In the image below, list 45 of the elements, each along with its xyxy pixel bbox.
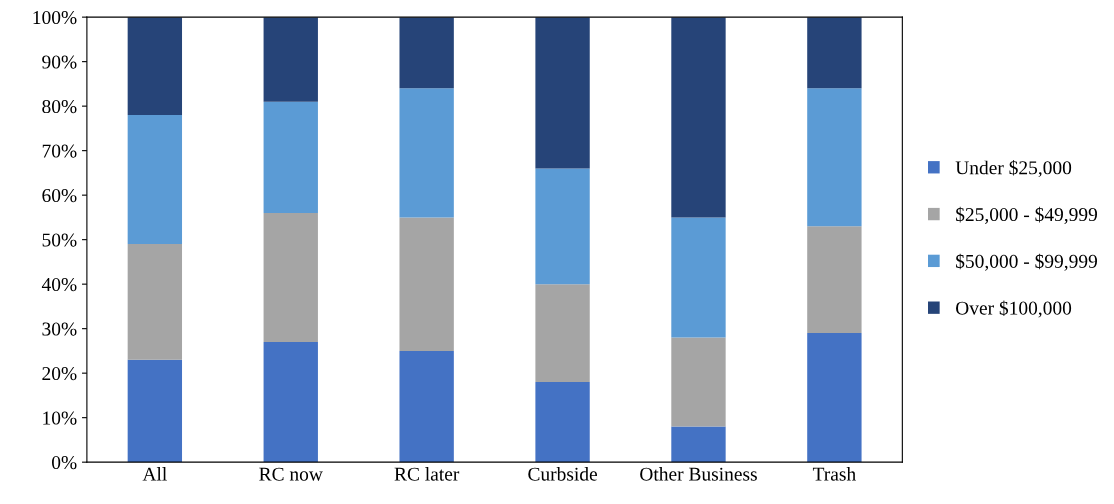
bar [399, 17, 454, 89]
y-tick-label: 20% [42, 366, 77, 381]
bar [807, 226, 862, 334]
y-tick-label: 40% [41, 277, 77, 292]
bar [671, 426, 726, 463]
bar [263, 212, 318, 343]
y-tick-label: 70% [42, 144, 77, 158]
x-tick-label: Trash [812, 467, 856, 481]
x-tick-label: Other Business [640, 467, 757, 481]
bar [399, 350, 454, 463]
legend-label: $25,000 - $49,999 [956, 206, 1098, 224]
legend-label: Over $100,000 [956, 300, 1072, 318]
bar [671, 337, 726, 427]
y-tick-label: 50% [42, 233, 77, 247]
bar [263, 17, 318, 102]
y-tick-label: 90% [42, 55, 77, 69]
x-tick-label: Curbside [528, 467, 597, 481]
bar [671, 217, 726, 338]
bar [807, 333, 862, 463]
bar [535, 168, 590, 285]
y-tick-label: 10% [43, 411, 77, 425]
y-tick-label: 80% [42, 99, 77, 114]
bar [399, 88, 454, 218]
legend-label: $50,000 - $99,999 [956, 253, 1098, 271]
y-tick-label: 60% [42, 188, 77, 203]
y-tick-label: 30% [42, 322, 77, 336]
bar [127, 244, 183, 360]
bar [807, 17, 862, 89]
y-tick-label: 0% [51, 455, 77, 470]
bar [535, 382, 590, 463]
legend-label: Under $25,000 [955, 160, 1072, 178]
bar [535, 17, 590, 169]
bar [127, 17, 183, 116]
bar [399, 217, 454, 351]
bar [671, 17, 726, 218]
x-tick-label: RC now [259, 467, 323, 481]
bar [263, 101, 318, 213]
x-tick-label: All [142, 467, 167, 481]
bar [807, 88, 862, 227]
y-tick-label: 100% [33, 10, 77, 25]
bar [127, 115, 183, 245]
x-tick-label: RC later [394, 467, 460, 481]
bar [535, 284, 590, 383]
bar [263, 342, 318, 463]
bar [127, 359, 183, 463]
